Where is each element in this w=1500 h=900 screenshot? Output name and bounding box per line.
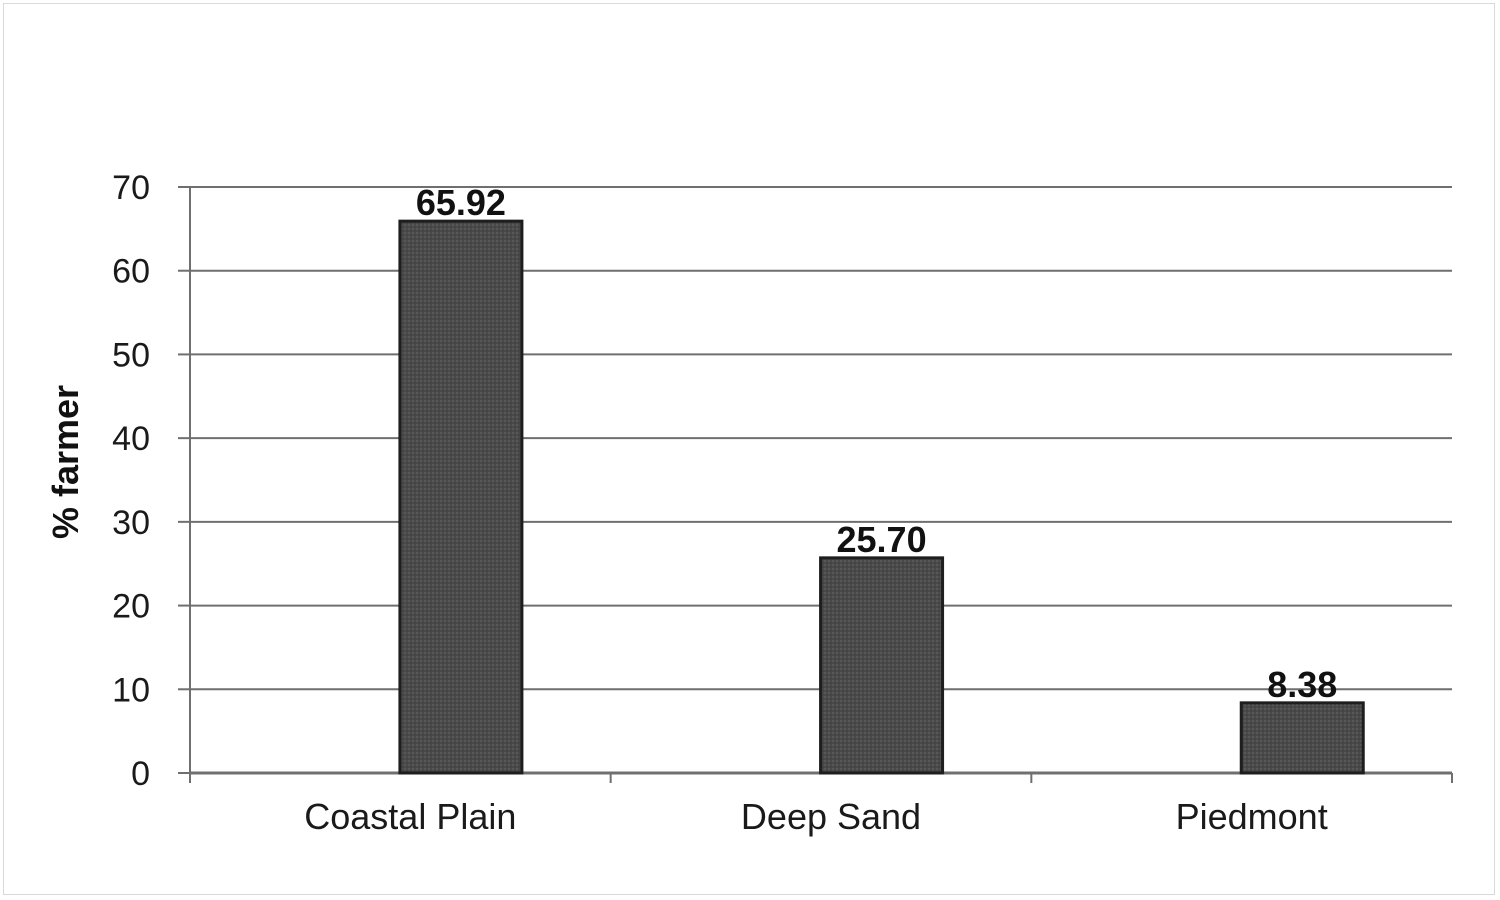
y-tick-label: 0 bbox=[131, 755, 150, 793]
data-label: 8.38 bbox=[1267, 664, 1337, 705]
y-tick-label: 30 bbox=[112, 504, 150, 542]
bar-coastal-plain bbox=[398, 219, 524, 775]
y-tick-label: 10 bbox=[112, 671, 150, 709]
bar-deep-sand bbox=[819, 556, 945, 775]
y-tick-label: 70 bbox=[112, 169, 150, 207]
y-tick-label: 50 bbox=[112, 336, 150, 374]
x-category-label: Piedmont bbox=[1176, 796, 1328, 837]
x-category-label: Deep Sand bbox=[741, 796, 921, 837]
y-tick-label: 20 bbox=[112, 588, 150, 626]
bar-piedmont bbox=[1239, 701, 1365, 775]
data-label: 25.70 bbox=[837, 519, 927, 560]
labels: 0 10 20 30 40 50 60 70 65.92 Coastal Plain 25.70 De… bbox=[112, 169, 1337, 837]
y-tick-label: 40 bbox=[112, 420, 150, 458]
bars bbox=[398, 219, 1365, 775]
axes bbox=[178, 186, 1453, 783]
y-axis-title: % farmer bbox=[45, 385, 86, 539]
y-tick-label: 60 bbox=[112, 253, 150, 291]
data-label: 65.92 bbox=[416, 182, 506, 223]
x-category-label: Coastal Plain bbox=[304, 796, 516, 837]
